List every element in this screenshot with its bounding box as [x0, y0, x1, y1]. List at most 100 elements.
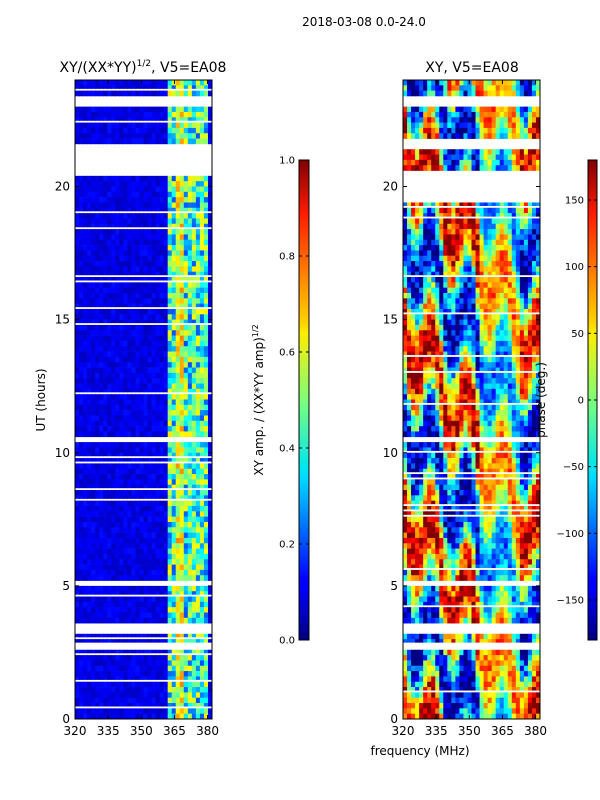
amplitude-heatmap-cell — [155, 127, 161, 134]
amplitude-heatmap-cell — [139, 649, 145, 654]
phase-heatmap-cell — [491, 122, 497, 129]
amplitude-heatmap-cell — [111, 202, 116, 209]
amplitude-heatmap-cell — [187, 697, 193, 704]
amplitude-heatmap-cell — [123, 607, 128, 613]
amplitude-heatmap-cell — [183, 197, 189, 203]
phase-heatmap-cell — [471, 266, 477, 273]
amplitude-heatmap-cell — [195, 80, 201, 86]
phase-heatmap-cell — [415, 293, 420, 299]
phase-heatmap-cell — [407, 293, 412, 299]
amplitude-heatmap-cell — [75, 633, 80, 638]
amplitude-heatmap-cell — [191, 601, 197, 608]
phase-heatmap-cell — [511, 85, 517, 91]
amplitude-heatmap-cell — [195, 346, 201, 352]
amplitude-heatmap-cell — [143, 85, 149, 89]
amplitude-heatmap-cell — [187, 298, 193, 304]
phase-heatmap-cell — [471, 111, 477, 118]
amplitude-heatmap-cell — [195, 245, 201, 251]
amplitude-heatmap-cell — [155, 671, 161, 677]
amplitude-heatmap-cell — [91, 564, 96, 571]
phase-heatmap-cell — [455, 223, 461, 230]
phase-heatmap-cell — [503, 154, 509, 161]
amplitude-heatmap-cell — [167, 639, 173, 643]
amplitude-heatmap-cell — [187, 277, 193, 281]
amplitude-heatmap-cell — [139, 346, 145, 352]
amplitude-heatmap-cell — [167, 404, 173, 411]
amplitude-heatmap-cell — [135, 553, 141, 560]
phase-heatmap-cell — [467, 324, 473, 331]
amplitude-heatmap-cell — [159, 463, 165, 470]
amplitude-heatmap-cell — [191, 303, 197, 308]
amplitude-heatmap-cell — [155, 633, 161, 638]
amplitude-heatmap-cell — [87, 543, 92, 549]
phase-heatmap-cell — [463, 308, 469, 313]
amplitude-heatmap-cell — [167, 245, 173, 251]
amplitude-heatmap-cell — [199, 697, 205, 704]
phase-heatmap-cell — [435, 90, 440, 97]
amplitude-heatmap-cell — [139, 490, 145, 496]
amplitude-heatmap-cell — [179, 383, 185, 390]
amplitude-heatmap-cell — [171, 447, 177, 454]
supertitle: 2018-03-08 0.0-24.0 — [302, 15, 426, 29]
amplitude-heatmap-cell — [135, 410, 141, 416]
amplitude-heatmap-cell — [75, 575, 80, 581]
amplitude-heatmap-cell — [79, 303, 84, 308]
phase-heatmap-cell — [407, 239, 412, 246]
phase-heatmap-cell — [479, 111, 485, 118]
amplitude-heatmap-cell — [87, 537, 92, 544]
amplitude-heatmap-cell — [123, 298, 128, 304]
amplitude-heatmap-cell — [79, 106, 84, 113]
phase-heatmap-cell — [467, 202, 473, 206]
amplitude-heatmap-cell — [163, 85, 169, 89]
amplitude-heatmap-cell — [183, 404, 189, 411]
amplitude-heatmap-cell — [103, 468, 108, 475]
amplitude-heatmap-cell — [199, 394, 205, 400]
phase-heatmap-cell — [511, 213, 517, 217]
phase-heatmap-cell — [415, 266, 420, 273]
amplitude-heatmap-cell — [203, 687, 209, 693]
amplitude-heatmap-cell — [207, 223, 212, 228]
amplitude-heatmap-cell — [203, 527, 209, 533]
amplitude-heatmap-cell — [143, 463, 149, 470]
amplitude-heatmap-cell — [155, 500, 161, 507]
amplitude-heatmap-cell — [115, 122, 120, 129]
amplitude-heatmap-cell — [107, 271, 112, 276]
amplitude-heatmap-cell — [75, 181, 80, 187]
phase-heatmap-cell — [483, 90, 489, 97]
amplitude-heatmap-cell — [115, 474, 120, 480]
amplitude-heatmap-cell — [183, 511, 189, 517]
amplitude-heatmap-cell — [143, 543, 149, 549]
phase-heatmap-cell — [427, 266, 432, 273]
amplitude-heatmap-cell — [155, 564, 161, 571]
amplitude-heatmap-cell — [75, 495, 80, 499]
amplitude-heatmap-cell — [167, 175, 173, 182]
phase-heatmap-cell — [467, 90, 473, 97]
phase-heatmap-cell — [471, 250, 477, 257]
amplitude-heatmap-cell — [175, 506, 181, 512]
amplitude-heatmap-cell — [179, 532, 185, 539]
amplitude-heatmap-cell — [87, 191, 92, 198]
phase-heatmap-cell — [471, 133, 477, 139]
amplitude-heatmap-cell — [119, 287, 124, 294]
amplitude-heatmap-cell — [163, 639, 169, 643]
amplitude-heatmap-cell — [179, 85, 185, 89]
amplitude-heatmap-cell — [175, 639, 181, 643]
amplitude-heatmap-cell — [163, 495, 169, 499]
phase-heatmap-cell — [483, 202, 489, 206]
amplitude-heatmap-cell — [139, 266, 145, 273]
amplitude-heatmap-cell — [203, 601, 209, 608]
amplitude-heatmap-cell — [103, 127, 108, 134]
amplitude-heatmap-cell — [95, 463, 100, 470]
amplitude-heatmap-cell — [135, 245, 141, 251]
amplitude-heatmap-cell — [151, 234, 157, 241]
amplitude-heatmap-cell — [91, 585, 96, 592]
phase-heatmap-cell — [507, 324, 513, 331]
amplitude-heatmap-cell — [183, 223, 189, 228]
amplitude-heatmap-cell — [183, 245, 189, 251]
phase-heatmap-cell — [535, 250, 540, 257]
phase-heatmap-cell — [403, 250, 408, 257]
amplitude-heatmap-cell — [87, 468, 92, 475]
amplitude-heatmap-cell — [199, 420, 205, 427]
amplitude-heatmap-cell — [163, 697, 169, 704]
amplitude-heatmap-cell — [171, 442, 177, 448]
